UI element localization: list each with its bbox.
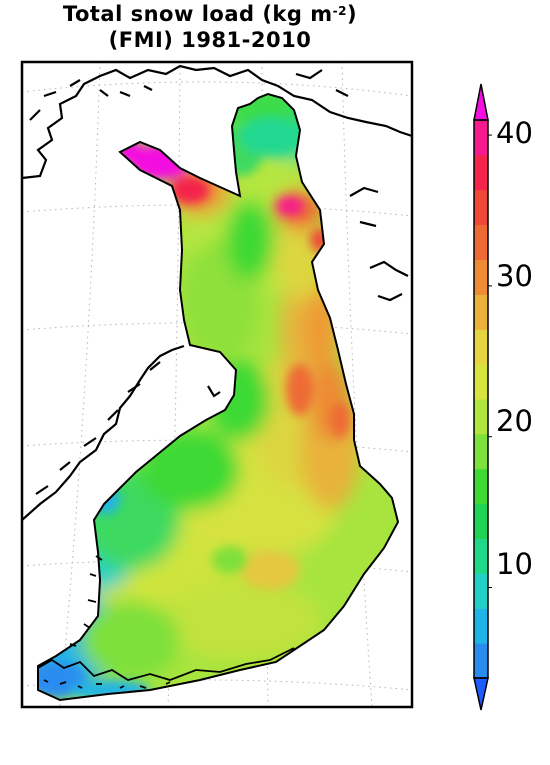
colorbar-band [474, 643, 488, 679]
colorbar-tick-label-10: 10 [496, 547, 533, 581]
map-title-line2: (FMI) 1981-2010 [108, 28, 312, 52]
map-title-line1: Total snow load (kg m-2) [0, 2, 420, 26]
map-title-suffix: ) [346, 2, 358, 26]
archipelago-coastline [37, 555, 295, 689]
colorbar-band [474, 399, 488, 435]
colorbar-tick-label-30: 30 [496, 259, 533, 293]
colorbar-extend-top [473, 83, 489, 121]
colorbar-band [474, 259, 488, 295]
colorbar-band [474, 154, 488, 191]
colorbar-band [474, 573, 488, 609]
map-frame [20, 60, 414, 709]
colorbar-bands [474, 120, 488, 679]
colorbar-band [474, 120, 488, 156]
colorbar-band [474, 329, 488, 365]
colorbar-band [474, 294, 488, 330]
colorbar-band [474, 224, 488, 260]
colorbar-ticks [488, 134, 492, 589]
colorbar-extend-bottom [473, 677, 489, 711]
colorbar-tick-label-40: 40 [496, 116, 533, 150]
colorbar-outline [473, 119, 489, 679]
colorbar-band [474, 608, 488, 644]
map-title-superscript: -2 [332, 4, 347, 18]
colorbar-band [474, 189, 488, 226]
neighbour-coastlines [22, 64, 412, 521]
colorbar-band [474, 538, 488, 574]
map-title-prefix: Total snow load (kg m [62, 2, 333, 26]
colorbar-band [474, 503, 488, 539]
colorbar-tick-label-20: 20 [496, 404, 533, 438]
colorbar-band [474, 364, 488, 400]
colorbar-band [474, 468, 488, 505]
colorbar-band [474, 433, 488, 470]
